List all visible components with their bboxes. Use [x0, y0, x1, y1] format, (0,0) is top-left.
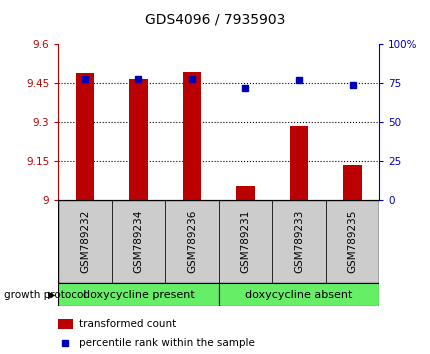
Bar [111, 200, 165, 283]
Text: transformed count: transformed count [79, 319, 176, 329]
Bar [342, 165, 361, 200]
Bar [218, 283, 378, 306]
Text: doxycycline absent: doxycycline absent [245, 290, 352, 300]
Text: GSM789232: GSM789232 [80, 210, 90, 273]
Text: ▶: ▶ [48, 290, 55, 299]
Bar [289, 126, 307, 200]
Bar [58, 200, 111, 283]
Text: GSM789234: GSM789234 [133, 210, 143, 273]
Text: GSM789235: GSM789235 [347, 210, 357, 273]
Text: GSM789231: GSM789231 [240, 210, 250, 273]
Bar [58, 319, 73, 329]
Bar [129, 79, 147, 200]
Bar [165, 200, 218, 283]
Bar [182, 72, 201, 200]
Text: GSM789233: GSM789233 [293, 210, 303, 273]
Text: growth protocol: growth protocol [4, 290, 86, 299]
Text: percentile rank within the sample: percentile rank within the sample [79, 338, 254, 348]
Bar [236, 186, 254, 200]
Text: GSM789236: GSM789236 [187, 210, 197, 273]
Bar [325, 200, 378, 283]
Bar [75, 73, 94, 200]
Bar [272, 200, 325, 283]
Bar [218, 200, 272, 283]
Text: GDS4096 / 7935903: GDS4096 / 7935903 [145, 12, 285, 27]
Bar [58, 283, 218, 306]
Text: doxycycline present: doxycycline present [83, 290, 194, 300]
